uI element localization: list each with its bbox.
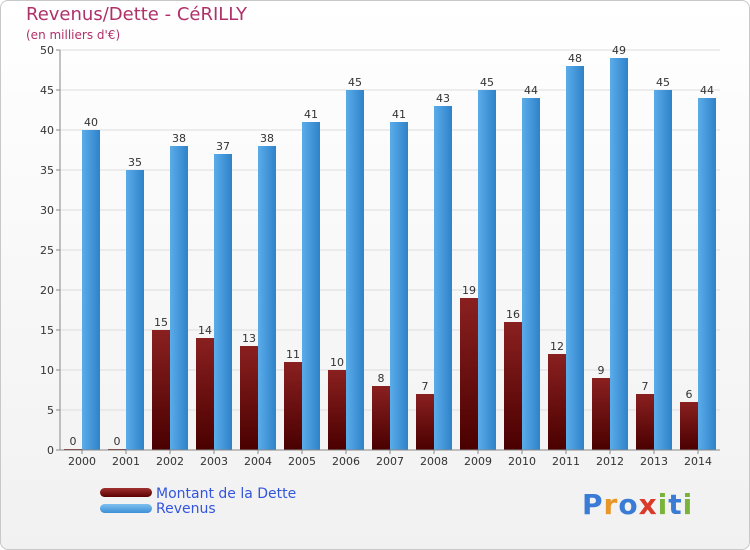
x-tick-label: 2009 <box>464 455 492 468</box>
bar-revenue <box>346 90 364 450</box>
data-label-revenue: 41 <box>392 108 406 121</box>
logo-letter: P <box>582 488 604 521</box>
x-tick-label: 2006 <box>332 455 360 468</box>
y-tick-label: 25 <box>40 244 54 257</box>
bar-debt <box>592 378 610 450</box>
x-tick-label: 2013 <box>640 455 668 468</box>
logo-letter: i <box>657 488 669 521</box>
data-label-revenue: 45 <box>348 76 362 89</box>
logo-letter: i <box>682 488 694 521</box>
y-tick-label: 10 <box>40 364 54 377</box>
data-label-debt: 7 <box>422 380 429 393</box>
y-tick-label: 45 <box>40 84 54 97</box>
x-tick-label: 2000 <box>68 455 96 468</box>
logo-letter: o <box>618 488 639 521</box>
y-tick-label: 20 <box>40 284 54 297</box>
logo-letter: t <box>668 488 683 521</box>
y-tick-label: 0 <box>47 444 54 457</box>
y-tick-label: 30 <box>40 204 54 217</box>
chart-subtitle: (en milliers d'€) <box>26 28 121 42</box>
data-label-debt: 19 <box>462 284 476 297</box>
data-label-revenue: 49 <box>612 44 626 57</box>
x-tick-label: 2003 <box>200 455 228 468</box>
x-tick-label: 2007 <box>376 455 404 468</box>
data-label-revenue: 38 <box>260 132 274 145</box>
x-tick-label: 2002 <box>156 455 184 468</box>
data-label-revenue: 45 <box>480 76 494 89</box>
bar-debt <box>548 354 566 450</box>
data-label-revenue: 40 <box>84 116 98 129</box>
x-tick-label: 2012 <box>596 455 624 468</box>
bar-revenue <box>522 98 540 450</box>
bar-revenue <box>610 58 628 450</box>
data-label-debt: 6 <box>686 388 693 401</box>
data-label-revenue: 35 <box>128 156 142 169</box>
bar-revenue <box>82 130 100 450</box>
logo-letter: r <box>603 488 619 521</box>
logo-letter: x <box>638 488 658 521</box>
data-label-debt: 8 <box>378 372 385 385</box>
y-tick-label: 35 <box>40 164 54 177</box>
x-tick-label: 2004 <box>244 455 272 468</box>
bar-debt <box>372 386 390 450</box>
data-label-debt: 15 <box>154 316 168 329</box>
data-label-debt: 11 <box>286 348 300 361</box>
bar-debt <box>240 346 258 450</box>
data-label-revenue: 45 <box>656 76 670 89</box>
y-tick-label: 15 <box>40 324 54 337</box>
bar-revenue <box>258 146 276 450</box>
bar-revenue <box>654 90 672 450</box>
x-tick-label: 2014 <box>684 455 712 468</box>
data-label-debt: 0 <box>114 435 121 448</box>
bar-debt <box>284 362 302 450</box>
data-label-revenue: 48 <box>568 52 582 65</box>
bar-debt <box>460 298 478 450</box>
y-tick-label: 40 <box>40 124 54 137</box>
data-label-debt: 13 <box>242 332 256 345</box>
bar-revenue <box>302 122 320 450</box>
x-tick-label: 2011 <box>552 455 580 468</box>
x-tick-label: 2010 <box>508 455 536 468</box>
data-label-revenue: 37 <box>216 140 230 153</box>
proxiti-logo: Proxiti <box>582 488 693 521</box>
bar-debt <box>680 402 698 450</box>
x-tick-label: 2005 <box>288 455 316 468</box>
bar-revenue <box>170 146 188 450</box>
data-label-revenue: 44 <box>700 84 714 97</box>
y-tick-label: 50 <box>40 44 54 57</box>
bar-revenue <box>214 154 232 450</box>
legend-swatch-revenue <box>100 504 152 513</box>
data-label-revenue: 44 <box>524 84 538 97</box>
bar-revenue <box>434 106 452 450</box>
data-label-debt: 12 <box>550 340 564 353</box>
data-label-debt: 9 <box>598 364 605 377</box>
bar-debt <box>416 394 434 450</box>
y-tick-label: 5 <box>47 404 54 417</box>
chart-title: Revenus/Dette - CéRILLY <box>26 4 247 25</box>
data-label-revenue: 41 <box>304 108 318 121</box>
bar-revenue <box>478 90 496 450</box>
bar-revenue <box>698 98 716 450</box>
bar-debt <box>636 394 654 450</box>
bar-debt <box>152 330 170 450</box>
data-label-revenue: 43 <box>436 92 450 105</box>
data-label-debt: 7 <box>642 380 649 393</box>
bar-debt <box>504 322 522 450</box>
data-label-debt: 0 <box>70 435 77 448</box>
data-label-revenue: 38 <box>172 132 186 145</box>
x-tick-label: 2001 <box>112 455 140 468</box>
legend-label-debt: Montant de la Dette <box>156 486 297 502</box>
bar-debt <box>196 338 214 450</box>
bar-revenue <box>566 66 584 450</box>
bar-revenue <box>126 170 144 450</box>
data-label-debt: 10 <box>330 356 344 369</box>
legend-swatch-debt <box>100 488 152 497</box>
bar-debt <box>328 370 346 450</box>
data-label-debt: 14 <box>198 324 212 337</box>
legend-label-revenue: Revenus <box>156 501 216 517</box>
bar-revenue <box>390 122 408 450</box>
data-label-debt: 16 <box>506 308 520 321</box>
x-tick-label: 2008 <box>420 455 448 468</box>
